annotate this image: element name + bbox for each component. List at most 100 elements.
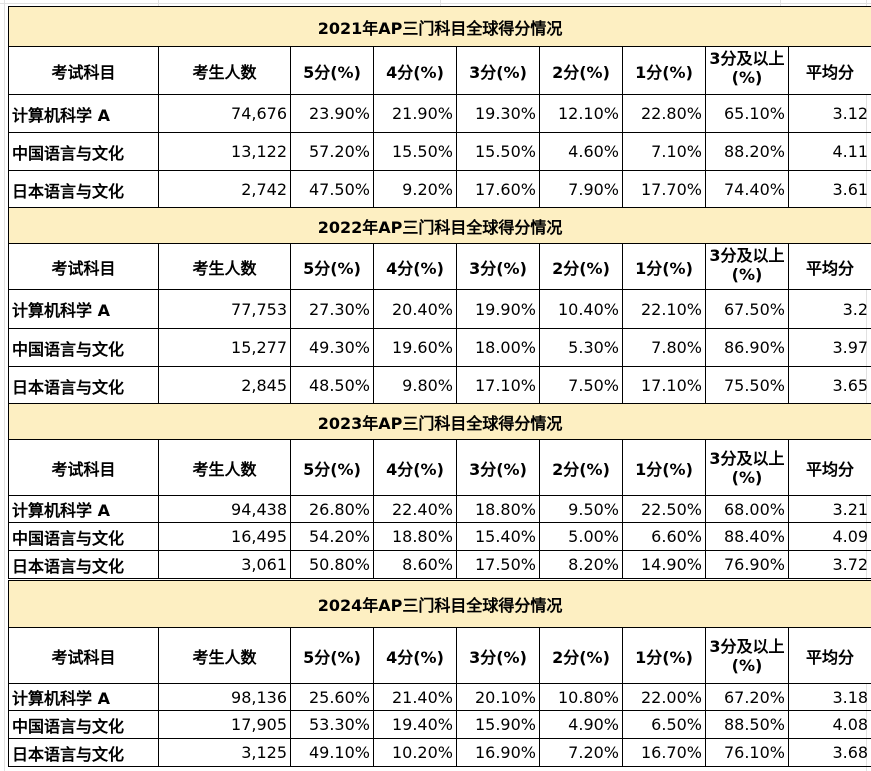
cell-subject: 中国语言与文化 <box>8 132 159 171</box>
header-subject: 考试科目 <box>8 627 159 684</box>
cell-score-4: 9.80% <box>373 366 457 405</box>
header-subject: 考试科目 <box>8 243 159 290</box>
cell-test-takers: 3,125 <box>158 738 291 767</box>
header-score-2: 2分(%) <box>539 243 623 290</box>
table-row: 日本语言与文化 3,061 50.80% 8.60% 17.50% 8.20% … <box>8 550 871 579</box>
cell-score-5: 49.10% <box>290 738 374 767</box>
cell-score-1: 14.90% <box>622 550 706 579</box>
header-score-3-plus: 3分及以上(%) <box>705 243 789 290</box>
cell-average: 3.72 <box>787 550 871 579</box>
cell-test-takers: 15,277 <box>158 328 291 367</box>
table-row: 计算机科学 A 77,753 27.30% 20.40% 19.90% 10.4… <box>8 289 871 329</box>
cell-average: 3.68 <box>787 738 871 767</box>
cell-score-5: 26.80% <box>290 495 374 523</box>
header-score-5: 5分(%) <box>290 439 374 496</box>
cell-score-3: 15.40% <box>456 522 540 551</box>
table-row: 中国语言与文化 13,122 57.20% 15.50% 15.50% 4.60… <box>8 132 871 171</box>
header-subject: 考试科目 <box>8 46 159 95</box>
cell-score-2: 8.20% <box>539 550 623 579</box>
cell-score-3-plus: 67.50% <box>705 289 789 329</box>
header-test-takers: 考生人数 <box>158 46 291 95</box>
score-table-2023: 2023年AP三门科目全球得分情况 考试科目 考生人数 5分(%) 4分(%) … <box>7 403 871 579</box>
header-subject: 考试科目 <box>8 439 159 496</box>
header-score-5: 5分(%) <box>290 46 374 95</box>
header-score-1: 1分(%) <box>622 627 706 684</box>
cell-score-1: 22.10% <box>622 289 706 329</box>
cell-subject: 日本语言与文化 <box>8 550 159 579</box>
header-score-1: 1分(%) <box>622 439 706 496</box>
cell-score-1: 7.10% <box>622 132 706 171</box>
cell-subject: 计算机科学 A <box>8 289 159 329</box>
header-score-3: 3分(%) <box>456 627 540 684</box>
cell-score-4: 22.40% <box>373 495 457 523</box>
cell-score-3-plus: 76.10% <box>705 738 789 767</box>
table-row: 计算机科学 A 98,136 25.60% 21.40% 20.10% 10.8… <box>8 683 871 711</box>
cell-average: 3.21 <box>787 495 871 523</box>
header-test-takers: 考生人数 <box>158 627 291 684</box>
cell-average: 4.11 <box>787 132 871 171</box>
cell-score-4: 21.90% <box>373 94 457 133</box>
cell-score-1: 6.60% <box>622 522 706 551</box>
cell-score-4: 21.40% <box>373 683 457 711</box>
cell-score-2: 7.90% <box>539 170 623 209</box>
cell-test-takers: 16,495 <box>158 522 291 551</box>
header-score-3-plus: 3分及以上(%) <box>705 627 789 684</box>
score-table-2024: 2024年AP三门科目全球得分情况 考试科目 考生人数 5分(%) 4分(%) … <box>7 580 871 767</box>
cell-average: 3.12 <box>787 94 871 133</box>
header-average: 平均分 <box>787 243 871 290</box>
cell-score-5: 50.80% <box>290 550 374 579</box>
table-row: 计算机科学 A 94,438 26.80% 22.40% 18.80% 9.50… <box>8 495 871 523</box>
cell-score-1: 22.00% <box>622 683 706 711</box>
cell-score-4: 19.40% <box>373 710 457 739</box>
cell-score-3-plus: 76.90% <box>705 550 789 579</box>
table-row: 中国语言与文化 17,905 53.30% 19.40% 15.90% 4.90… <box>8 710 871 739</box>
cell-score-3-plus: 88.50% <box>705 710 789 739</box>
cell-score-5: 25.60% <box>290 683 374 711</box>
cell-score-4: 18.80% <box>373 522 457 551</box>
header-score-2: 2分(%) <box>539 439 623 496</box>
cell-score-3: 16.90% <box>456 738 540 767</box>
cell-score-1: 6.50% <box>622 710 706 739</box>
cell-score-3-plus: 88.20% <box>705 132 789 171</box>
cell-subject: 计算机科学 A <box>8 683 159 711</box>
header-score-1: 1分(%) <box>622 46 706 95</box>
cell-subject: 计算机科学 A <box>8 94 159 133</box>
cell-score-5: 23.90% <box>290 94 374 133</box>
header-score-5: 5分(%) <box>290 627 374 684</box>
cell-subject: 中国语言与文化 <box>8 710 159 739</box>
cell-score-5: 48.50% <box>290 366 374 405</box>
cell-score-2: 4.60% <box>539 132 623 171</box>
header-score-3-plus: 3分及以上(%) <box>705 46 789 95</box>
cell-score-1: 17.70% <box>622 170 706 209</box>
cell-score-3: 17.50% <box>456 550 540 579</box>
header-score-4: 4分(%) <box>373 46 457 95</box>
cell-score-5: 54.20% <box>290 522 374 551</box>
header-score-2: 2分(%) <box>539 46 623 95</box>
cell-test-takers: 2,845 <box>158 366 291 405</box>
header-average: 平均分 <box>787 46 871 95</box>
cell-average: 3.61 <box>787 170 871 209</box>
cell-average: 3.18 <box>787 683 871 711</box>
cell-score-3: 15.50% <box>456 132 540 171</box>
table-row: 中国语言与文化 16,495 54.20% 18.80% 15.40% 5.00… <box>8 522 871 551</box>
cell-score-3-plus: 88.40% <box>705 522 789 551</box>
cell-score-4: 20.40% <box>373 289 457 329</box>
cell-score-2: 10.40% <box>539 289 623 329</box>
cell-score-3-plus: 75.50% <box>705 366 789 405</box>
header-score-2: 2分(%) <box>539 627 623 684</box>
header-score-4: 4分(%) <box>373 439 457 496</box>
header-score-3-plus: 3分及以上(%) <box>705 439 789 496</box>
cell-test-takers: 13,122 <box>158 132 291 171</box>
cell-score-2: 5.30% <box>539 328 623 367</box>
table-row: 计算机科学 A 74,676 23.90% 21.90% 19.30% 12.1… <box>8 94 871 133</box>
cell-score-4: 10.20% <box>373 738 457 767</box>
cell-score-2: 9.50% <box>539 495 623 523</box>
sheet-gridline <box>4 0 5 771</box>
sheet-gridline <box>440 0 441 6</box>
cell-test-takers: 77,753 <box>158 289 291 329</box>
cell-score-4: 8.60% <box>373 550 457 579</box>
cell-score-1: 22.80% <box>622 94 706 133</box>
cell-subject: 计算机科学 A <box>8 495 159 523</box>
cell-score-5: 27.30% <box>290 289 374 329</box>
